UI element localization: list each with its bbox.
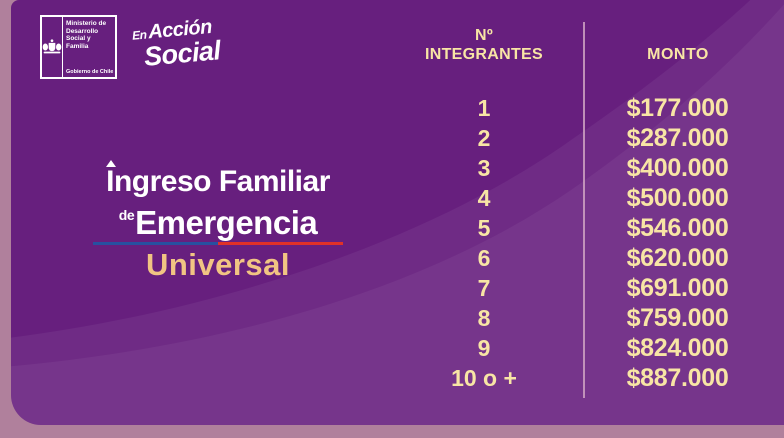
flag-underline (93, 242, 343, 245)
monto-value: $500.000 (626, 184, 729, 212)
column-divider (583, 22, 585, 398)
monto-value: $620.000 (626, 244, 729, 272)
integrantes-value: 7 (477, 275, 491, 301)
integrantes-value: 6 (477, 245, 491, 271)
arrow-up-icon (106, 160, 116, 167)
main-panel: Ministerio de Desarrollo Social y Famili… (11, 0, 784, 425)
title-de: de (118, 207, 135, 223)
title-line2-text: Emergencia (135, 204, 318, 241)
monto-value: $824.000 (626, 334, 729, 362)
integrantes-value: 1 (477, 95, 491, 121)
monto-value: $691.000 (626, 274, 729, 302)
header-integrantes: INTEGRANTES (425, 46, 543, 63)
header-numero: Nº (475, 27, 493, 44)
monto-value: $887.000 (626, 364, 729, 392)
integrantes-value: 8 (477, 305, 491, 331)
ministry-name-line: Desarrollo (66, 27, 99, 35)
integrantes-value: 9 (477, 335, 491, 361)
monto-value: $287.000 (626, 124, 729, 152)
integrantes-value: 2 (477, 125, 491, 151)
monto-value: $177.000 (626, 94, 729, 122)
title-universal: Universal (145, 247, 291, 282)
amounts-table: 1 $177.000 2 $287.000 3 $400.000 4 $500.… (389, 93, 776, 393)
title-line2: deEmergencia (78, 198, 358, 240)
underline-blue (93, 242, 218, 245)
gobierno-de-chile-label: Gobierno de Chile (66, 69, 114, 75)
monto-value: $400.000 (626, 154, 729, 182)
ministry-name-line: Ministerio de (66, 20, 107, 27)
title-line1-text: Ingreso Familiar (106, 165, 330, 198)
en-word: En (131, 27, 148, 43)
underline-red (218, 242, 343, 245)
monto-value: $759.000 (626, 304, 729, 332)
integrantes-value: 5 (477, 215, 491, 241)
en-accion-social-logo: EnAcción Social (131, 16, 222, 72)
government-logo-text: Ministerio de Desarrollo Social y Famili… (63, 17, 115, 77)
background-waves (11, 0, 784, 425)
ministry-name-line: Familia (66, 42, 89, 50)
title-line1: Ingreso Familiar (78, 160, 358, 198)
column-header-monto: MONTO (647, 46, 709, 63)
program-title: Ingreso Familiar deEmergencia Universal (78, 160, 358, 282)
social-word: Social (142, 35, 222, 72)
integrantes-value: 10 o + (451, 365, 517, 391)
column-header-integrantes: Nº INTEGRANTES (389, 26, 579, 64)
ministry-name-line: Social y (66, 35, 91, 42)
coat-of-arms-icon (42, 17, 63, 77)
monto-value: $546.000 (626, 214, 729, 242)
government-logo: Ministerio de Desarrollo Social y Famili… (40, 15, 117, 79)
integrantes-value: 3 (477, 155, 491, 181)
integrantes-value: 4 (477, 185, 491, 211)
